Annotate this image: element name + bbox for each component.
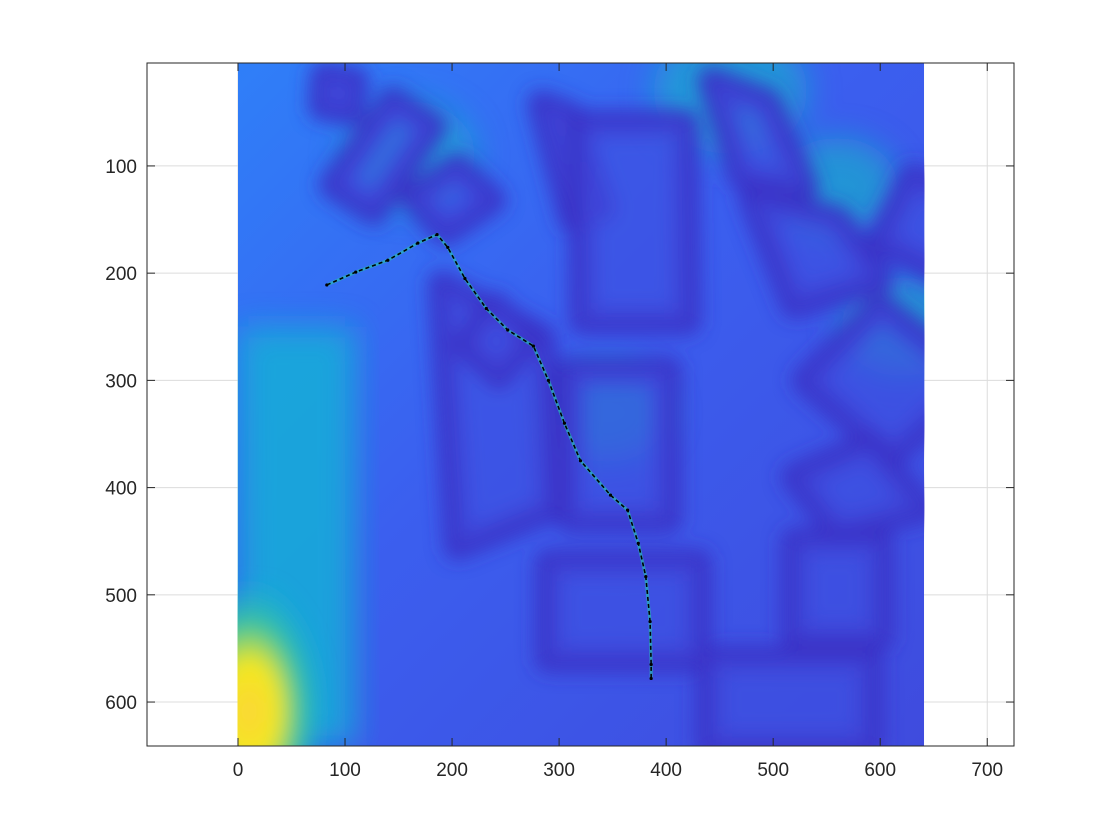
obstacle-core bbox=[569, 369, 669, 520]
y-tick-label: 200 bbox=[105, 264, 137, 285]
x-tick-label: 600 bbox=[864, 760, 896, 781]
heatmap-obstacles bbox=[308, 63, 925, 746]
obstacle-core bbox=[412, 165, 493, 233]
heatmap-image bbox=[237, 63, 925, 746]
path-point bbox=[648, 620, 652, 624]
path-point bbox=[446, 245, 450, 250]
obstacle-core bbox=[332, 99, 434, 213]
y-tick-label: 300 bbox=[105, 371, 137, 392]
x-tick-label: 700 bbox=[971, 760, 1003, 781]
obstacle-core bbox=[751, 198, 881, 306]
path-point bbox=[578, 459, 583, 463]
path-point bbox=[636, 541, 640, 545]
path-point bbox=[416, 241, 420, 245]
obstacle-core bbox=[548, 562, 699, 660]
obstacle-core bbox=[711, 80, 806, 188]
path-point bbox=[386, 258, 390, 262]
heatmap-bright-region bbox=[237, 584, 323, 746]
path-point bbox=[531, 344, 536, 348]
y-tick-label: 500 bbox=[105, 586, 137, 607]
obstacle-core bbox=[794, 444, 924, 531]
path-point bbox=[625, 508, 630, 512]
path-point bbox=[644, 574, 648, 579]
x-tick-label: 200 bbox=[436, 760, 468, 781]
y-tick-label: 600 bbox=[105, 693, 137, 714]
obstacle-core bbox=[794, 541, 881, 638]
path-line bbox=[326, 233, 652, 679]
y-tick-label: 400 bbox=[105, 479, 137, 500]
x-tick-label: 400 bbox=[650, 760, 682, 781]
path-point bbox=[325, 283, 329, 287]
obstacle-core bbox=[580, 123, 688, 322]
obstacle-core bbox=[880, 176, 925, 263]
path-point bbox=[484, 306, 488, 311]
path-series bbox=[325, 232, 653, 681]
obstacle-core bbox=[464, 305, 527, 377]
path-point bbox=[649, 662, 653, 667]
axes-box bbox=[146, 62, 1015, 747]
path-point bbox=[649, 676, 653, 681]
path-point bbox=[562, 421, 567, 425]
path-point bbox=[506, 328, 510, 332]
obstacle-core bbox=[805, 305, 925, 456]
x-tick-label: 500 bbox=[757, 760, 789, 781]
x-tick-label: 300 bbox=[543, 760, 575, 781]
obstacle-core bbox=[708, 659, 870, 745]
y-tick-label: 100 bbox=[105, 157, 137, 178]
axis-ticks: 0 100 200 300 400 500 600 700 100 200 300 400 500 600 bbox=[105, 63, 1014, 781]
x-tick-label: 100 bbox=[329, 760, 361, 781]
path-point bbox=[463, 276, 467, 281]
path-point bbox=[608, 493, 613, 497]
obstacle-core bbox=[321, 74, 356, 113]
x-tick-label: 0 bbox=[233, 760, 244, 781]
path-point bbox=[546, 378, 550, 382]
path-point bbox=[354, 270, 358, 274]
path-point bbox=[435, 232, 439, 237]
